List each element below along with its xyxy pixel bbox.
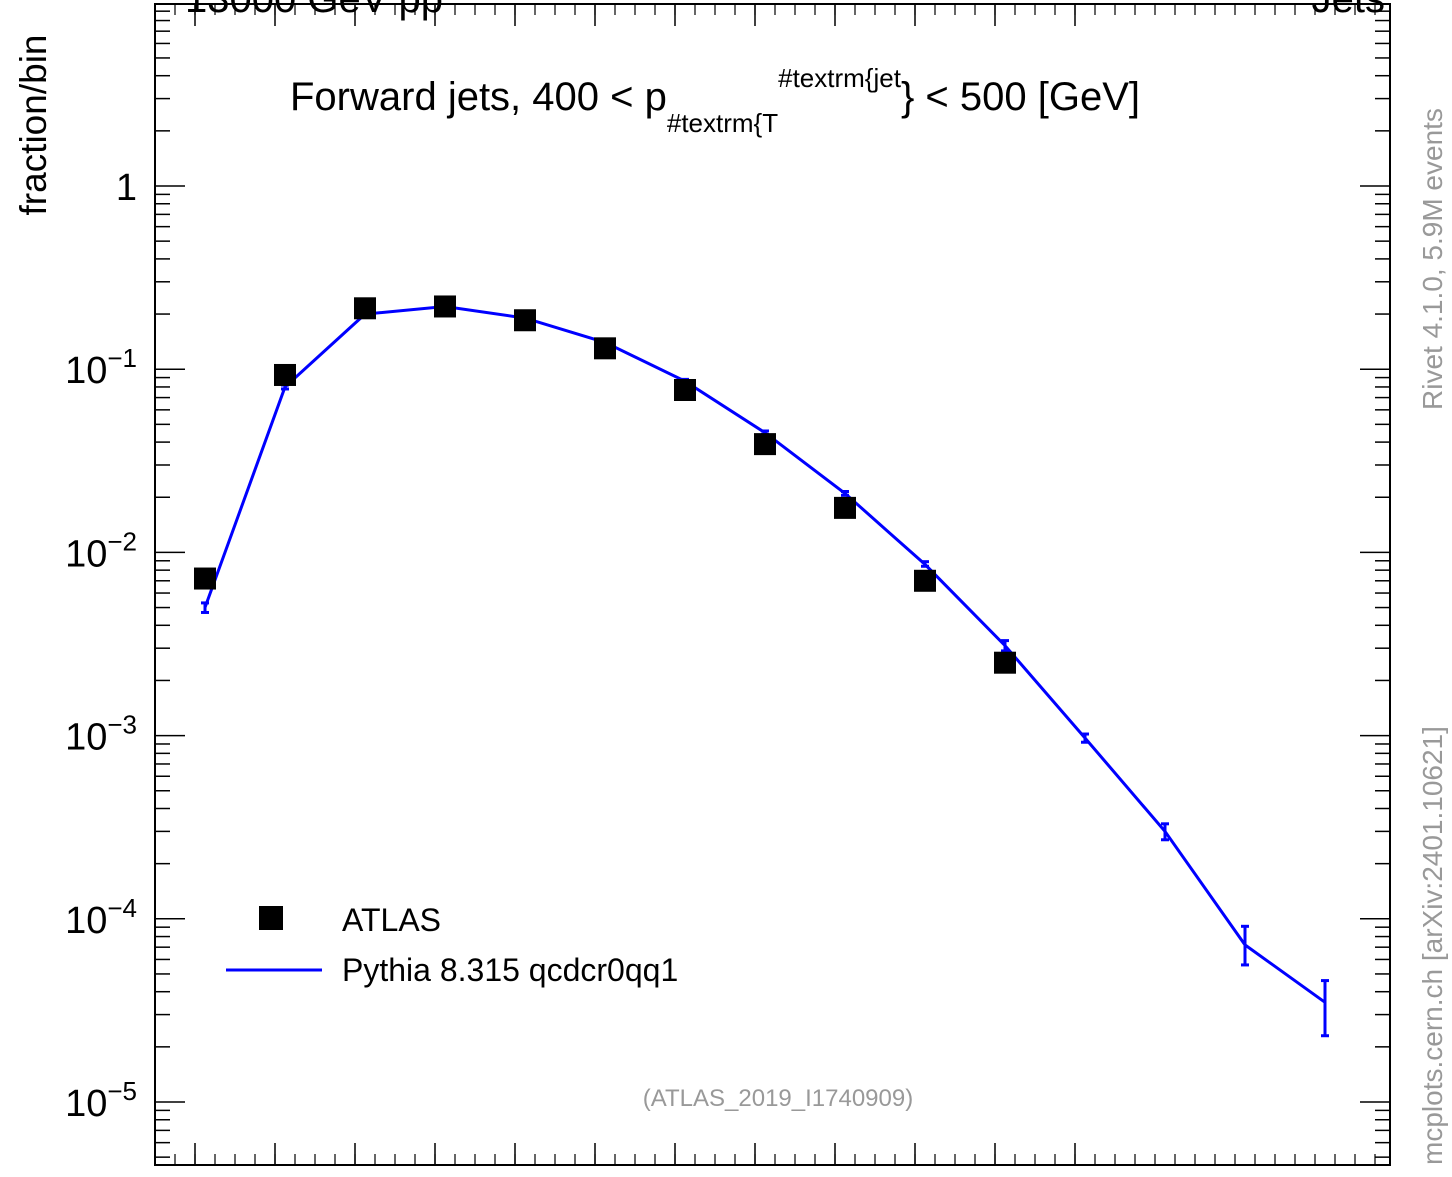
y-tick-labels: 110−110−210−310−410−5 bbox=[65, 167, 137, 1125]
header-right-text: Jets bbox=[1312, 0, 1385, 21]
y-tick-label-exponent: −3 bbox=[107, 710, 137, 740]
atlas-data-point bbox=[754, 433, 776, 456]
y-tick-label-exponent: −5 bbox=[107, 1076, 137, 1106]
y-axis-label: fraction/bin bbox=[13, 35, 54, 216]
y-tick-label-base: 10 bbox=[65, 533, 107, 575]
y-tick-label-base: 10 bbox=[65, 350, 107, 392]
atlas-data-point bbox=[194, 567, 216, 590]
atlas-data-point bbox=[434, 295, 456, 318]
chart-title-sub: #textrm{T bbox=[667, 108, 778, 138]
y-tick-label-base: 10 bbox=[65, 900, 107, 942]
pythia-line bbox=[203, 304, 1326, 1004]
y-tick-label-base: 10 bbox=[65, 1083, 107, 1125]
analysis-annotation: (ATLAS_2019_I1740909) bbox=[643, 1085, 913, 1112]
y-tick-label: 10−5 bbox=[65, 1076, 137, 1125]
atlas-data-point bbox=[994, 651, 1016, 674]
y-tick-label-exponent: −1 bbox=[107, 343, 137, 373]
series-layer bbox=[194, 295, 1329, 1038]
y-tick-label: 10−1 bbox=[65, 343, 137, 392]
y-tick-label-exponent: −2 bbox=[107, 526, 137, 556]
chart-title-sup: #textrm{jet bbox=[778, 63, 902, 93]
atlas-data-point bbox=[914, 569, 936, 592]
chart-title-main: Forward jets, 400 < p bbox=[290, 75, 667, 119]
atlas-data-point bbox=[594, 337, 616, 360]
atlas-data-point bbox=[674, 378, 696, 401]
y-tick-label: 10−4 bbox=[65, 893, 137, 942]
legend-label-atlas: ATLAS bbox=[342, 902, 441, 938]
legend: ATLAS Pythia 8.315 qcdcr0qq1 bbox=[226, 902, 678, 988]
y-tick-label-base: 10 bbox=[65, 717, 107, 759]
chart-title: Forward jets, 400 < p#textrm{T#textrm{je… bbox=[290, 63, 1140, 138]
y-tick-label: 10−2 bbox=[65, 526, 137, 575]
atlas-data-point bbox=[834, 496, 856, 519]
rivet-label: Rivet 4.1.0, 5.9M events bbox=[1417, 108, 1448, 410]
y-tick-label: 1 bbox=[116, 167, 137, 209]
header-left-text: 13000 GeV pp bbox=[185, 0, 443, 21]
chart-title-end: } < 500 [GeV] bbox=[901, 75, 1140, 119]
legend-marker-atlas bbox=[259, 906, 283, 930]
y-tick-label: 10−3 bbox=[65, 710, 137, 759]
axis-ticks bbox=[155, 4, 1390, 1165]
plot-frame bbox=[154, 3, 1391, 1166]
atlas-data-point bbox=[274, 363, 296, 386]
atlas-data-point bbox=[354, 297, 376, 320]
legend-label-pythia: Pythia 8.315 qcdcr0qq1 bbox=[342, 952, 678, 988]
y-tick-label-exponent: −4 bbox=[107, 893, 137, 923]
mcplots-label: mcplots.cern.ch [arXiv:2401.10621] bbox=[1417, 726, 1448, 1165]
atlas-data-point bbox=[514, 309, 536, 332]
